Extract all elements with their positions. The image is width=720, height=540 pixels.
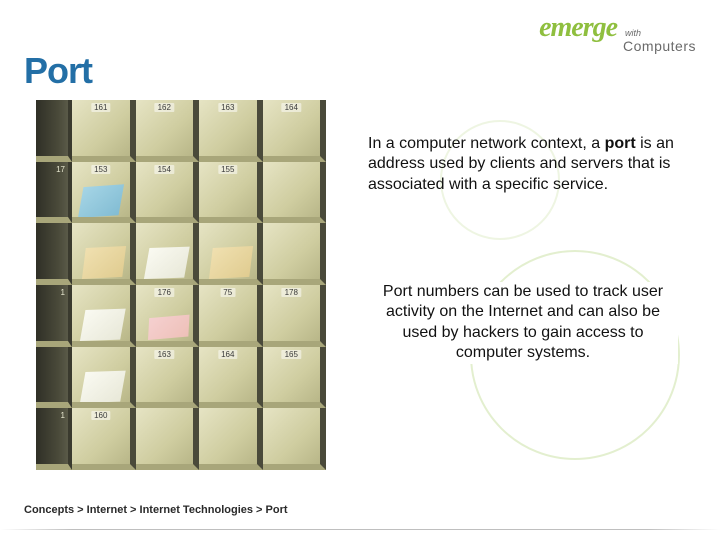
cubby: 165 (263, 347, 327, 409)
page-title: Port (24, 50, 92, 92)
cubby-edge: 1 (36, 408, 72, 470)
cubby-edge (36, 100, 72, 162)
cubby: 178 (263, 285, 327, 347)
p1-pre: In a computer network context, a (368, 135, 605, 152)
cubby (263, 223, 327, 285)
cubby: 153 (72, 162, 136, 224)
cubby (263, 408, 327, 470)
paper-icon (78, 184, 124, 217)
p1-bold: port (605, 135, 636, 152)
cubby: 163 (199, 100, 263, 162)
cubby: 164 (199, 347, 263, 409)
cubby: 164 (263, 100, 327, 162)
logo-computers-text: Computers (623, 38, 696, 54)
paper-icon (80, 370, 126, 402)
cubby: 155 (199, 162, 263, 224)
cubby: 75 (199, 285, 263, 347)
logo-with-text: with (625, 28, 641, 38)
cubby: 176 (136, 285, 200, 347)
paper-icon (80, 309, 126, 341)
cubby (199, 408, 263, 470)
logo-sub: with Computers (623, 28, 696, 54)
cubby (136, 223, 200, 285)
cubby-edge: 17 (36, 162, 72, 224)
cubby (199, 223, 263, 285)
footer-rule (0, 529, 720, 530)
shelf-grid: 161 162 163 164 17 153 154 155 1 176 75 … (36, 100, 326, 470)
paper-icon (148, 315, 190, 341)
cubby (72, 223, 136, 285)
logo: emerge with Computers (539, 12, 696, 54)
cubby (136, 408, 200, 470)
cubby (72, 347, 136, 409)
cubby: 162 (136, 100, 200, 162)
paper-icon (144, 247, 190, 279)
cubby: 154 (136, 162, 200, 224)
cubby (263, 162, 327, 224)
paper-icon (209, 246, 253, 279)
cubby-edge (36, 223, 72, 285)
paper-icon (82, 246, 126, 279)
breadcrumb: Concepts > Internet > Internet Technolog… (24, 504, 288, 516)
cubby: 160 (72, 408, 136, 470)
cubby (72, 285, 136, 347)
slide: emerge with Computers Port 161 162 163 1… (0, 0, 720, 540)
logo-emerge-text: emerge (539, 12, 617, 44)
cubby-edge (36, 347, 72, 409)
cubby: 163 (136, 347, 200, 409)
cubby-edge: 1 (36, 285, 72, 347)
content-image: 161 162 163 164 17 153 154 155 1 176 75 … (36, 100, 326, 470)
cubby: 161 (72, 100, 136, 162)
paragraph-definition: In a computer network context, a port is… (368, 134, 674, 195)
paragraph-note: Port numbers can be used to track user a… (368, 282, 678, 364)
